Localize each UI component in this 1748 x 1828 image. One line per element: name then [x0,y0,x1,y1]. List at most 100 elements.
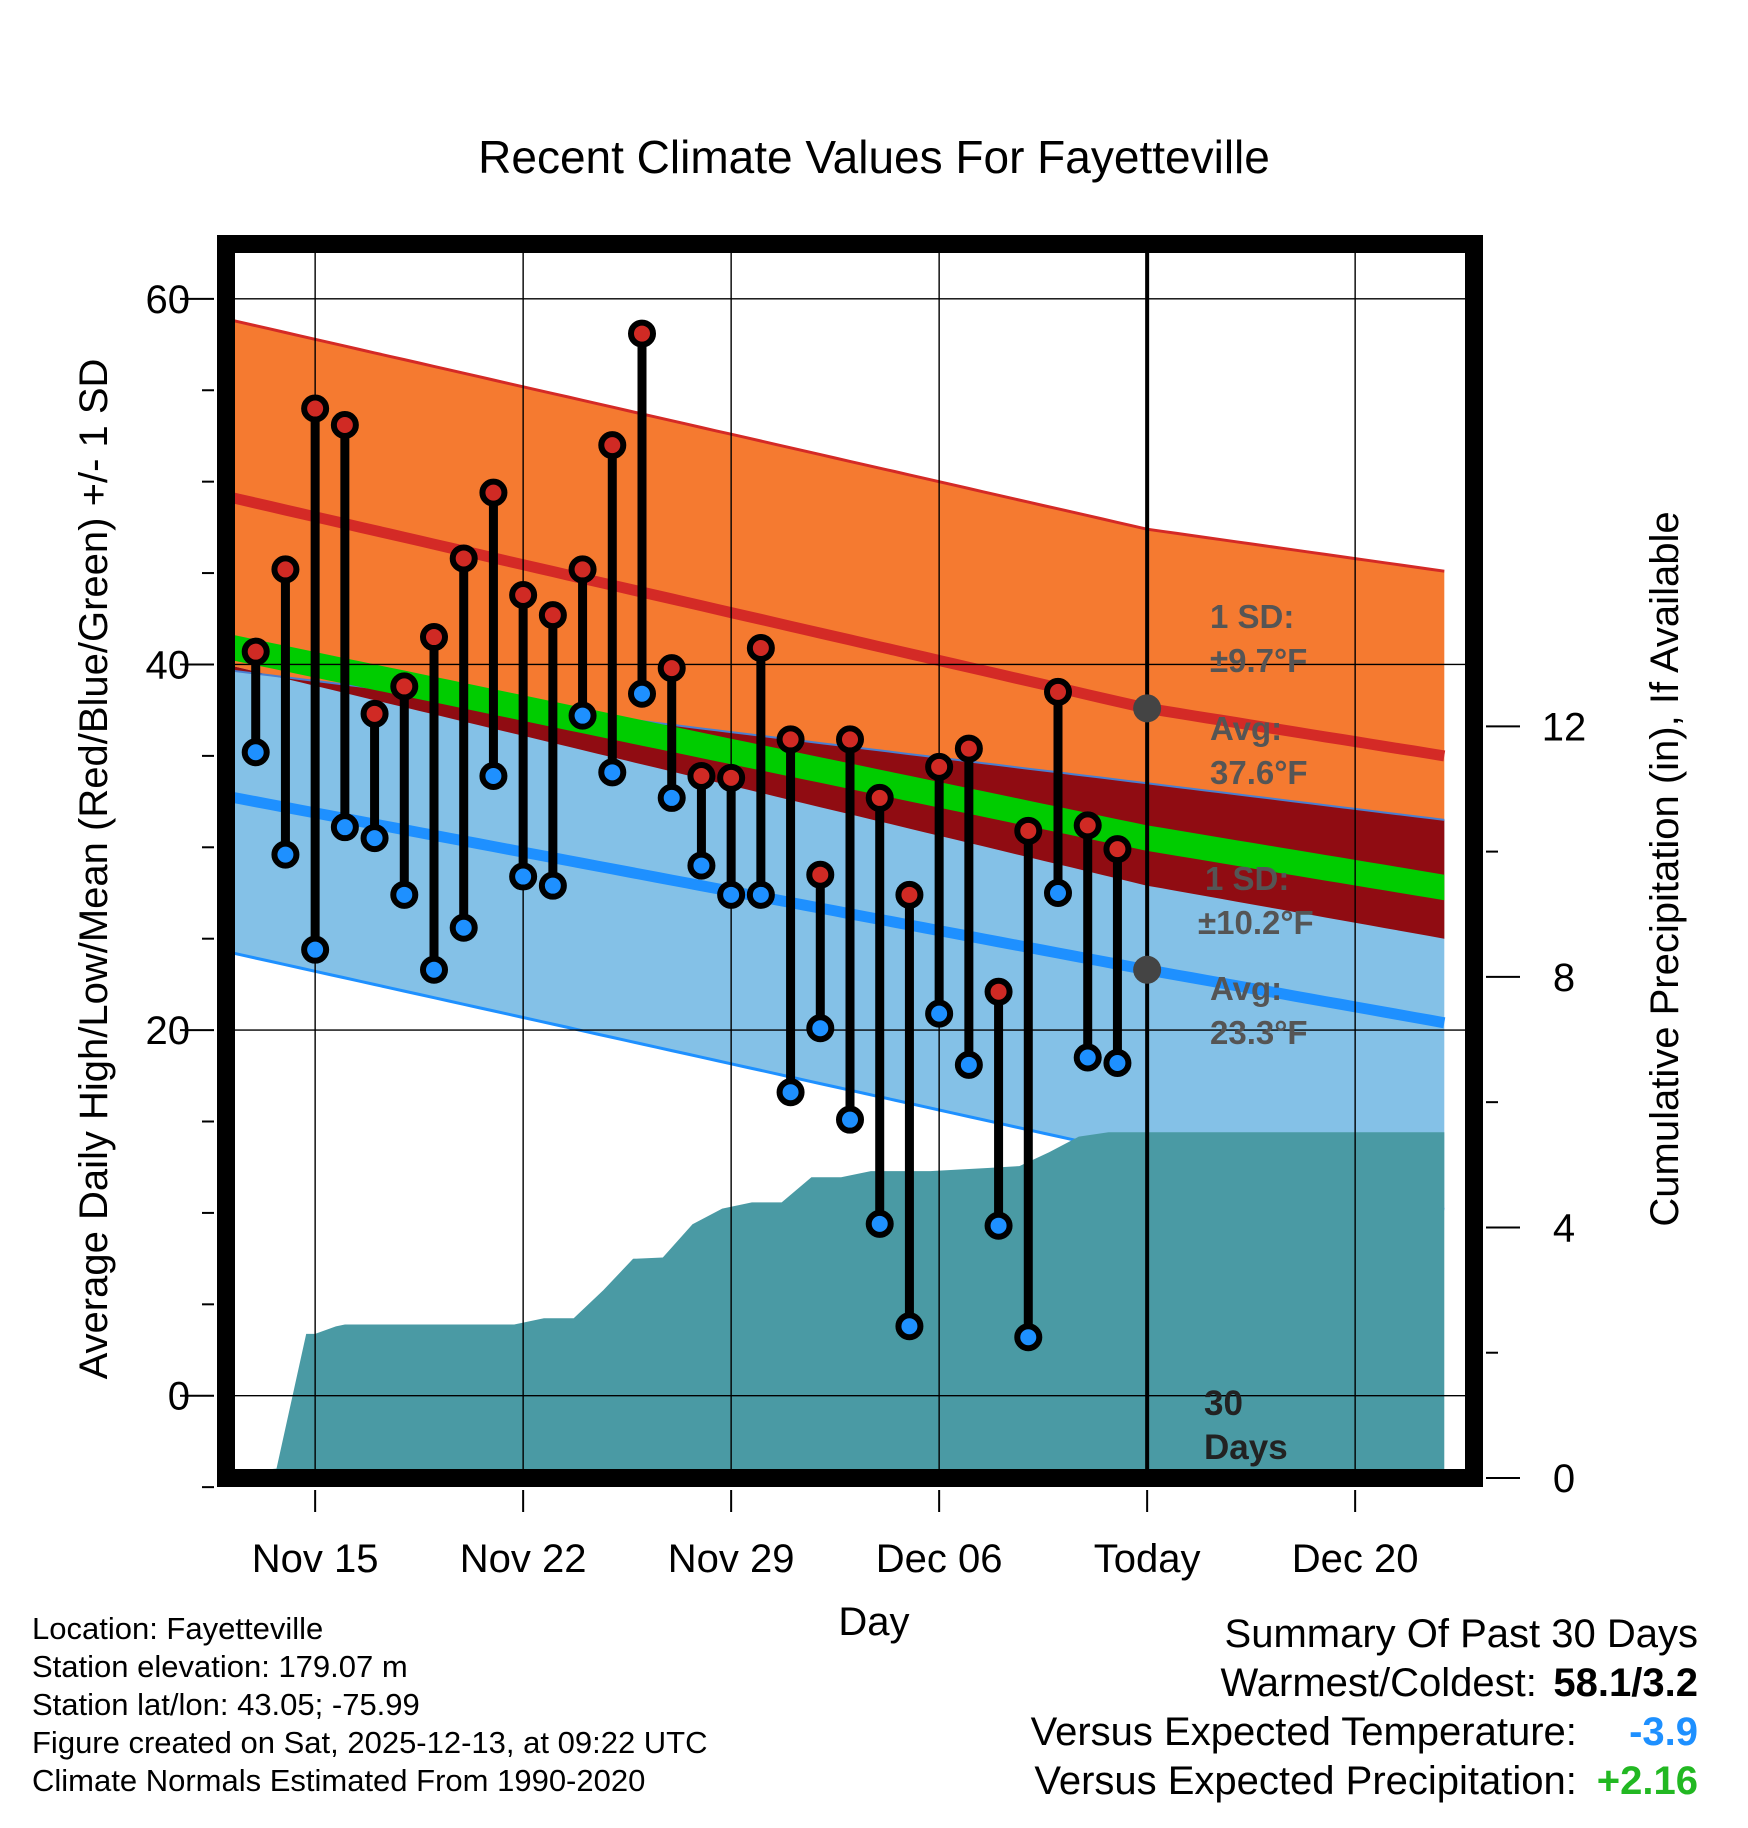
y-axis-left-label: Average Daily High/Low/Mean (Red/Blue/Gr… [72,359,116,1380]
overlap-band [226,664,1445,939]
y-axis-right-label: Cumulative Precipitation (in), If Availa… [1643,511,1687,1226]
daily-low-point [449,913,478,942]
low-avg-today-dot [1133,955,1162,984]
daily-high-point [598,431,627,460]
x-tick-label: Dec 20 [1292,1537,1419,1581]
daily-low-point [1103,1049,1132,1078]
daily-low-point [360,824,389,853]
daily-high-point [509,581,538,610]
daily-low-point [865,1209,894,1238]
daily-high-point [449,544,478,573]
daily-high-point [1103,835,1132,864]
daily-low-point [746,880,775,909]
daily-low-point [776,1078,805,1107]
daily-high-point [568,555,597,584]
station-info: Location: Fayetteville Station elevation… [32,1610,708,1800]
latlon-text: Station lat/lon: 43.05; -75.99 [32,1687,420,1722]
daily-low-point [717,880,746,909]
daily-high-point [420,623,448,652]
daily-high-point [895,880,924,909]
x-axis-label: Day [838,1600,909,1644]
daily-low-point [301,935,330,964]
summary-heading: Summary Of Past 30 Days [1224,1612,1698,1656]
high-sd-label: 1 SD: [1210,598,1294,635]
daily-low-point [598,758,627,787]
daily-low-point [390,880,419,909]
daily-low-point [568,701,597,730]
daily-high-point [746,634,775,663]
daily-high-point [925,752,954,781]
low-sd-label: 1 SD: [1205,860,1289,897]
warmest-label: Warmest/Coldest: [1220,1661,1537,1705]
temp-row: Versus Expected Temperature: -3.9 [1031,1710,1698,1755]
daily-high-point [776,725,805,754]
daily-high-point [1014,816,1043,845]
daily-high-point [687,761,716,790]
y-right-tick-label: 4 [1553,1206,1575,1250]
temp-label: Versus Expected Temperature: [1030,1710,1577,1754]
high-sd-value: ±9.7°F [1210,642,1307,679]
daily-low-point [241,738,270,767]
daily-high-point [360,699,389,728]
high-avg-label: Avg: [1210,710,1282,747]
daily-low-point [836,1105,864,1134]
x-tick-label: Nov 29 [668,1537,795,1581]
daily-high-point [984,977,1013,1006]
y-left-tick-label: 60 [146,278,191,322]
daily-low-point [271,840,300,869]
daily-high-point [390,672,419,701]
low-avg-value: 23.3°F [1210,1014,1308,1051]
daily-low-point [1044,878,1072,907]
daily-high-point [954,734,983,763]
created-text: Figure created on Sat, 2025-12-13, at 09… [32,1725,708,1760]
daily-high-point [836,725,864,754]
daily-low-point [687,851,716,880]
low-avg-line [224,790,1446,1029]
daily-high-point [628,319,656,348]
x-tick-label: Nov 15 [252,1537,379,1581]
daily-high-point [271,555,300,584]
high-upper-line [225,317,1445,573]
daily-low-point [954,1050,983,1079]
daily-high-point [717,763,746,792]
temp-value: -3.9 [1629,1710,1698,1754]
axis-ticks: Nov 15 Nov 22 Nov 29 Dec 06 Today Dec 2002040… [146,278,1587,1581]
high-avg-today-dot [1133,694,1162,723]
precip-row: Versus Expected Precipitation: +2.16 [1031,1759,1698,1804]
daily-low-point [657,783,686,812]
daily-high-point [1044,677,1072,706]
daily-low-point [330,813,359,842]
y-right-tick-label: 8 [1553,956,1575,1000]
daily-observations [241,319,1132,1352]
daily-high-point [806,860,835,889]
precip-value: +2.16 [1596,1759,1698,1803]
daily-high-point [301,394,330,423]
daily-high-point [538,601,567,630]
normals-note: Climate Normals Estimated From 1990-2020 [32,1763,646,1798]
low-avg-label: Avg: [1210,970,1282,1007]
daily-low-point [895,1312,924,1341]
daily-low-point [984,1211,1013,1240]
daily-high-point [330,410,359,439]
y-left-tick-label: 0 [168,1375,190,1419]
y-left-tick-label: 20 [146,1009,191,1053]
x-tick-label: Today [1094,1537,1201,1581]
days-note-number: 30 [1204,1384,1243,1423]
daily-low-point [1014,1323,1043,1352]
days-note-word: Days [1204,1428,1288,1467]
elevation-text: Station elevation: 179.07 m [32,1649,408,1684]
precip-label: Versus Expected Precipitation: [1034,1759,1577,1803]
summary-panel: Summary Of Past 30 Days Warmest/Coldest:… [1031,1612,1698,1804]
daily-low-point [509,862,538,891]
daily-low-point [1073,1043,1102,1072]
y-right-tick-label: 12 [1542,705,1587,749]
daily-high-point [479,478,508,507]
daily-low-point [420,955,448,984]
annotations: 1 SD: ±9.7°F Avg: 37.6°F 1 SD: ±10.2°F A… [1198,598,1314,1467]
high-avg-value: 37.6°F [1210,754,1308,791]
high-avg-line [224,490,1446,762]
low-sd-value: ±10.2°F [1198,904,1314,941]
daily-high-point [657,654,686,683]
y-left-tick-label: 40 [146,643,191,687]
